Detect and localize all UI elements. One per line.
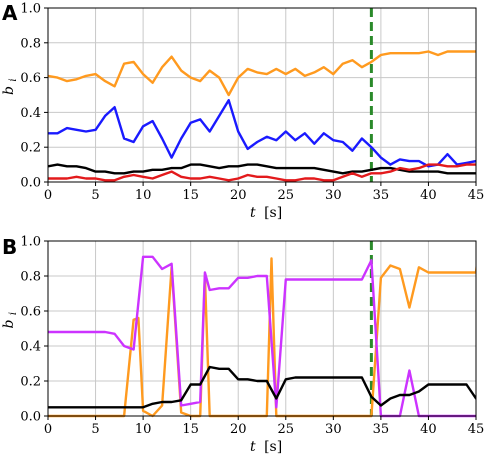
panel-b-ytick-label-2: 0.4 xyxy=(20,340,41,355)
panel-a-series-line-2 xyxy=(48,163,476,175)
panel-b-ytick-label-3: 0.6 xyxy=(20,305,41,320)
panel-b-xtick-label-35: 35 xyxy=(373,422,390,437)
panel-a-letter: A xyxy=(2,1,18,25)
panel-b-ytick-label-5: 1.0 xyxy=(20,235,41,250)
panel-a-xtick-label-5: 5 xyxy=(91,188,99,203)
panel-a-xtick-label-0: 0 xyxy=(44,188,52,203)
panel-a-ylabel: b i xyxy=(1,78,19,95)
panel-a-series-line-3 xyxy=(48,163,476,182)
panel-b-xlabel-var: t xyxy=(250,439,256,455)
panel-b-plot-frame xyxy=(47,240,477,417)
panel-a-ytick-label-1: 0.2 xyxy=(20,141,41,156)
panel-b-ylabel-sub: i xyxy=(8,312,19,315)
panel-a-xtick-label-15: 15 xyxy=(182,188,199,203)
panel-a-xtick-label-25: 25 xyxy=(278,188,295,203)
panel-a-ticks: 0 5 10 15 20 25 30 35 40 45 0.0 0.2 0.4 0.6 0.8 1.0 xyxy=(20,2,484,204)
panel-a-xlabel-unit: [s] xyxy=(264,205,282,221)
panel-b-ytick-label-1: 0.2 xyxy=(20,375,41,390)
panel-a-xtick-label-35: 35 xyxy=(373,188,390,203)
panel-b-xtick-label-45: 45 xyxy=(468,422,484,437)
panel-a-ytick-label-3: 0.6 xyxy=(20,71,41,86)
panel-a: A 0 5 10 15 20 25 30 35 40 45 0.0 0.2 0.4 0.6 0.8 1.0 t… xyxy=(1,1,484,221)
panel-a-plot-frame xyxy=(47,7,477,183)
panel-a-xtick-label-45: 45 xyxy=(468,188,484,203)
panel-b-ticks: 0 5 10 15 20 25 30 35 40 45 0.0 0.2 0.4 0.6 0.8 1.0 xyxy=(20,235,484,438)
panel-a-xlabel-var: t xyxy=(250,205,256,221)
panel-b: B 0 5 10 15 20 25 30 35 40 45 0.0 0.2 0.4 0.6 0.8 1.0 t… xyxy=(1,235,484,456)
panel-a-series-line-1 xyxy=(48,99,476,168)
panel-b-xlabel: t [s] xyxy=(250,439,282,455)
panel-a-xtick-label-30: 30 xyxy=(325,188,342,203)
panel-a-ytick-label-0: 0.0 xyxy=(20,176,41,191)
panel-b-xlabel-unit: [s] xyxy=(264,439,282,455)
panel-b-xtick-label-30: 30 xyxy=(325,422,342,437)
panel-b-xtick-label-15: 15 xyxy=(182,422,199,437)
panel-a-xtick-label-40: 40 xyxy=(420,188,437,203)
panel-b-xtick-label-5: 5 xyxy=(91,422,99,437)
panel-b-ylabel: b i xyxy=(1,312,19,329)
panel-b-xtick-label-20: 20 xyxy=(230,422,247,437)
panel-b-ytick-label-0: 0.0 xyxy=(20,410,41,425)
panel-b-xtick-label-10: 10 xyxy=(135,422,152,437)
panel-a-grid xyxy=(47,7,477,183)
panel-a-series xyxy=(48,50,476,182)
panel-b-xtick-label-0: 0 xyxy=(44,422,52,437)
panel-b-xtick-label-25: 25 xyxy=(278,422,295,437)
panel-b-letter: B xyxy=(2,235,17,259)
panel-b-series-line-2 xyxy=(48,365,476,409)
panel-a-ytick-label-4: 0.8 xyxy=(20,36,41,51)
panel-b-grid xyxy=(47,240,477,417)
panel-a-xtick-label-10: 10 xyxy=(135,188,152,203)
panel-a-xlabel: t [s] xyxy=(250,205,282,221)
panel-b-series xyxy=(48,255,476,418)
panel-a-ylabel-sub: i xyxy=(8,78,19,81)
panel-a-ytick-label-2: 0.4 xyxy=(20,106,41,121)
panel-b-xtick-label-40: 40 xyxy=(420,422,437,437)
panel-b-ytick-label-4: 0.8 xyxy=(20,270,41,285)
panel-a-series-line-0 xyxy=(48,50,476,97)
panel-b-series-line-1 xyxy=(48,255,476,418)
panel-a-ytick-label-5: 1.0 xyxy=(20,2,41,17)
panel-a-xtick-label-20: 20 xyxy=(230,188,247,203)
panel-b-ylabel-var: b xyxy=(1,320,17,329)
panel-a-ylabel-var: b xyxy=(1,86,17,95)
